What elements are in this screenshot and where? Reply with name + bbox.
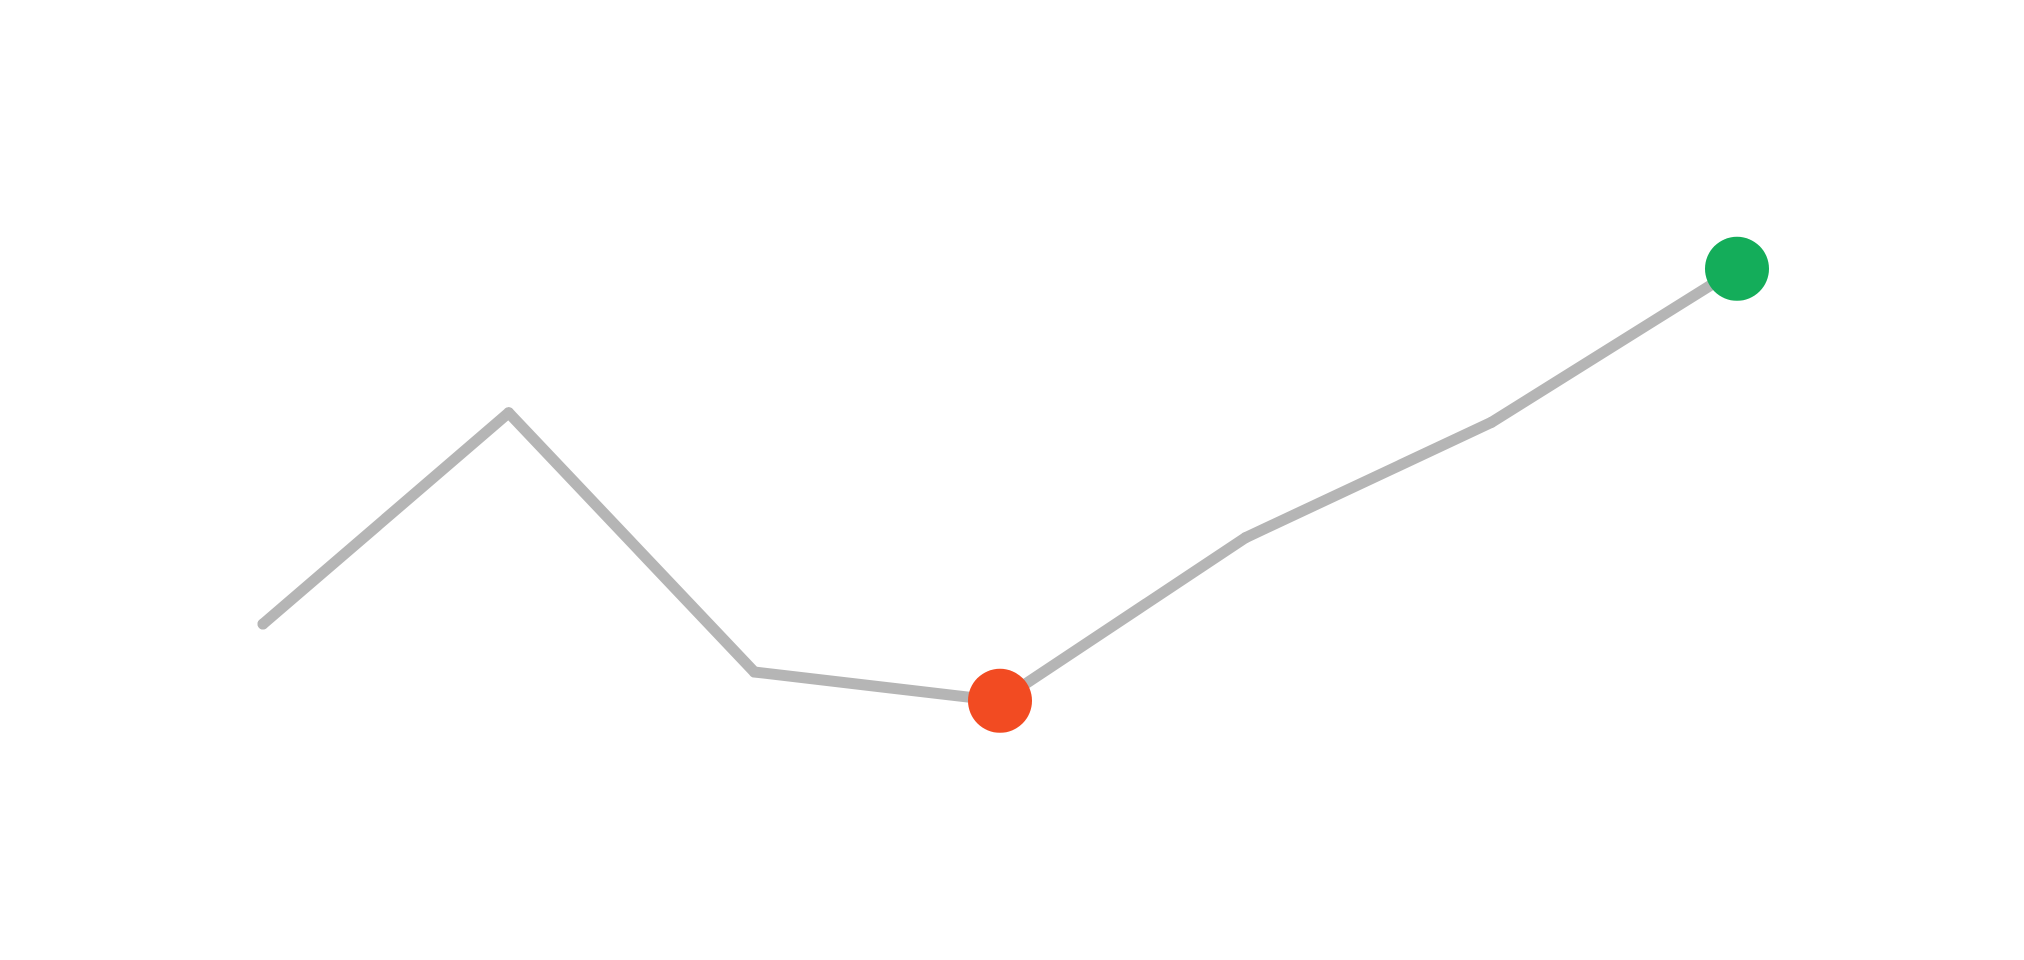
line-vertex-4 <box>1240 532 1252 544</box>
line-vertex-5 <box>1485 416 1497 428</box>
line-segment-2 <box>748 666 1006 707</box>
line-segment-1 <box>503 407 760 678</box>
line-segment-3 <box>994 532 1252 707</box>
line-segment-4 <box>1240 416 1497 544</box>
min-point-marker <box>968 668 1032 733</box>
line-vertex-2 <box>748 666 760 678</box>
line-vertex-0 <box>257 618 269 630</box>
max-point-marker <box>1705 236 1769 301</box>
line-segment-0 <box>257 407 515 630</box>
line-vertex-1 <box>503 407 515 419</box>
line-segment-5 <box>1485 263 1743 428</box>
